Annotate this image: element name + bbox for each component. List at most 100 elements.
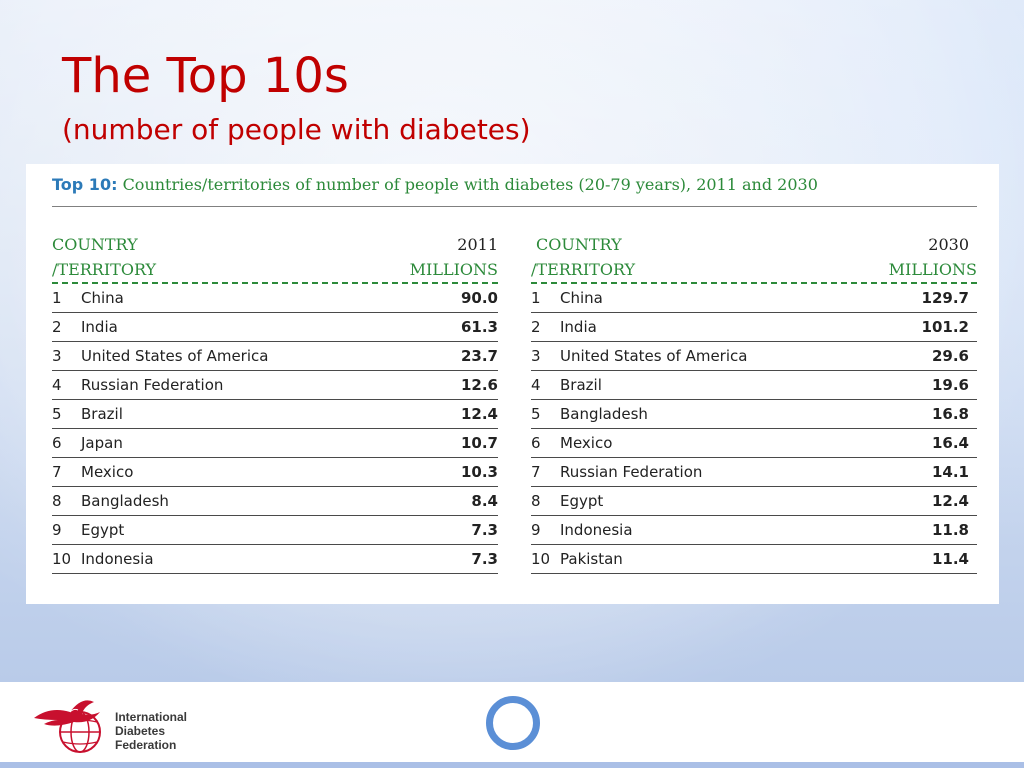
row-country: China — [560, 289, 603, 307]
table-row: 7 Mexico 10.3 — [52, 458, 498, 487]
row-value: 29.6 — [931, 347, 969, 365]
row-country: India — [560, 318, 597, 336]
table-row: 3 United States of America 23.7 — [52, 342, 498, 371]
row-value: 12.6 — [460, 376, 498, 394]
table-heading: Top 10: Countries/territories of number … — [52, 174, 977, 207]
logo-line-3: Federation — [115, 738, 177, 752]
row-value: 19.6 — [931, 376, 969, 394]
row-rank: 10 — [531, 550, 551, 568]
table-row: 1 China 129.7 — [531, 284, 977, 313]
table-row: 5 Brazil 12.4 — [52, 400, 498, 429]
row-rank: 9 — [531, 521, 541, 539]
row-country: Indonesia — [560, 521, 633, 539]
row-country: China — [81, 289, 124, 307]
table-row: 6 Japan 10.7 — [52, 429, 498, 458]
header-unit: MILLIONS — [888, 260, 977, 279]
table-row: 6 Mexico 16.4 — [531, 429, 977, 458]
row-country: India — [81, 318, 118, 336]
row-country: Russian Federation — [81, 376, 224, 394]
table-row: 4 Brazil 19.6 — [531, 371, 977, 400]
table-2030-header: COUNTRY /TERRITORY 2030 MILLIONS — [531, 232, 977, 284]
row-country: Bangladesh — [81, 492, 169, 510]
table-heading-lead: Top 10: — [52, 175, 118, 194]
footer-bar: International Diabetes Federation — [0, 682, 1024, 768]
header-unit: MILLIONS — [409, 260, 498, 279]
blue-circle-icon — [486, 696, 540, 750]
row-rank: 1 — [52, 289, 62, 307]
row-value: 12.4 — [931, 492, 969, 510]
table-row: 10 Indonesia 7.3 — [52, 545, 498, 574]
row-rank: 6 — [52, 434, 62, 452]
table-row: 4 Russian Federation 12.6 — [52, 371, 498, 400]
row-rank: 5 — [52, 405, 62, 423]
row-value: 11.4 — [931, 550, 969, 568]
row-rank: 5 — [531, 405, 541, 423]
table-row: 8 Bangladesh 8.4 — [52, 487, 498, 516]
row-value: 8.4 — [471, 492, 498, 510]
row-rank: 6 — [531, 434, 541, 452]
logo-line-1: International — [115, 710, 188, 724]
row-value: 90.0 — [460, 289, 498, 307]
header-year: 2030 — [928, 235, 969, 254]
table-2011: COUNTRY /TERRITORY 2011 MILLIONS 1 China 9… — [52, 232, 498, 574]
row-country: Mexico — [81, 463, 134, 481]
row-value: 129.7 — [921, 289, 969, 307]
row-country: Brazil — [560, 376, 602, 394]
header-country: COUNTRY — [536, 235, 622, 254]
header-year: 2011 — [457, 235, 498, 254]
row-value: 11.8 — [931, 521, 969, 539]
row-country: Japan — [81, 434, 123, 452]
row-rank: 10 — [52, 550, 72, 568]
logo-line-2: Diabetes — [115, 724, 166, 738]
row-value: 61.3 — [460, 318, 498, 336]
row-country: United States of America — [560, 347, 748, 365]
row-country: Russian Federation — [560, 463, 703, 481]
table-row: 9 Egypt 7.3 — [52, 516, 498, 545]
row-value: 7.3 — [471, 521, 498, 539]
row-rank: 7 — [531, 463, 541, 481]
row-rank: 8 — [531, 492, 541, 510]
table-row: 8 Egypt 12.4 — [531, 487, 977, 516]
table-row: 1 China 90.0 — [52, 284, 498, 313]
header-country: COUNTRY — [52, 235, 138, 254]
idf-logo-text: International Diabetes Federation — [115, 710, 187, 752]
row-rank: 7 — [52, 463, 62, 481]
header-territory: /TERRITORY — [52, 260, 157, 279]
row-country: Brazil — [81, 405, 123, 423]
row-rank: 8 — [52, 492, 62, 510]
header-territory: /TERRITORY — [531, 260, 636, 279]
row-country: Egypt — [81, 521, 125, 539]
table-row: 2 India 61.3 — [52, 313, 498, 342]
row-country: United States of America — [81, 347, 269, 365]
idf-bird-globe-icon — [34, 700, 101, 753]
table-2011-header: COUNTRY /TERRITORY 2011 MILLIONS — [52, 232, 498, 284]
row-rank: 1 — [531, 289, 541, 307]
table-row: 5 Bangladesh 16.8 — [531, 400, 977, 429]
row-country: Pakistan — [560, 550, 623, 568]
table-row: 10 Pakistan 11.4 — [531, 545, 977, 574]
slide-subtitle: (number of people with diabetes) — [62, 113, 531, 146]
row-value: 16.8 — [931, 405, 969, 423]
row-rank: 3 — [531, 347, 541, 365]
row-value: 14.1 — [931, 463, 969, 481]
row-rank: 4 — [531, 376, 541, 394]
row-country: Mexico — [560, 434, 613, 452]
table-2030: COUNTRY /TERRITORY 2030 MILLIONS 1 China 1… — [531, 232, 977, 574]
slide-title: The Top 10s — [62, 48, 349, 104]
row-value: 7.3 — [471, 550, 498, 568]
table-row: 9 Indonesia 11.8 — [531, 516, 977, 545]
table-panel: Top 10: Countries/territories of number … — [26, 164, 999, 604]
row-country: Egypt — [560, 492, 604, 510]
table-row: 2 India 101.2 — [531, 313, 977, 342]
row-rank: 2 — [531, 318, 541, 336]
row-value: 10.7 — [460, 434, 498, 452]
row-value: 10.3 — [460, 463, 498, 481]
table-row: 7 Russian Federation 14.1 — [531, 458, 977, 487]
row-country: Indonesia — [81, 550, 154, 568]
row-value: 101.2 — [921, 318, 969, 336]
row-rank: 3 — [52, 347, 62, 365]
row-value: 12.4 — [460, 405, 498, 423]
row-rank: 4 — [52, 376, 62, 394]
table-row: 3 United States of America 29.6 — [531, 342, 977, 371]
row-rank: 2 — [52, 318, 62, 336]
